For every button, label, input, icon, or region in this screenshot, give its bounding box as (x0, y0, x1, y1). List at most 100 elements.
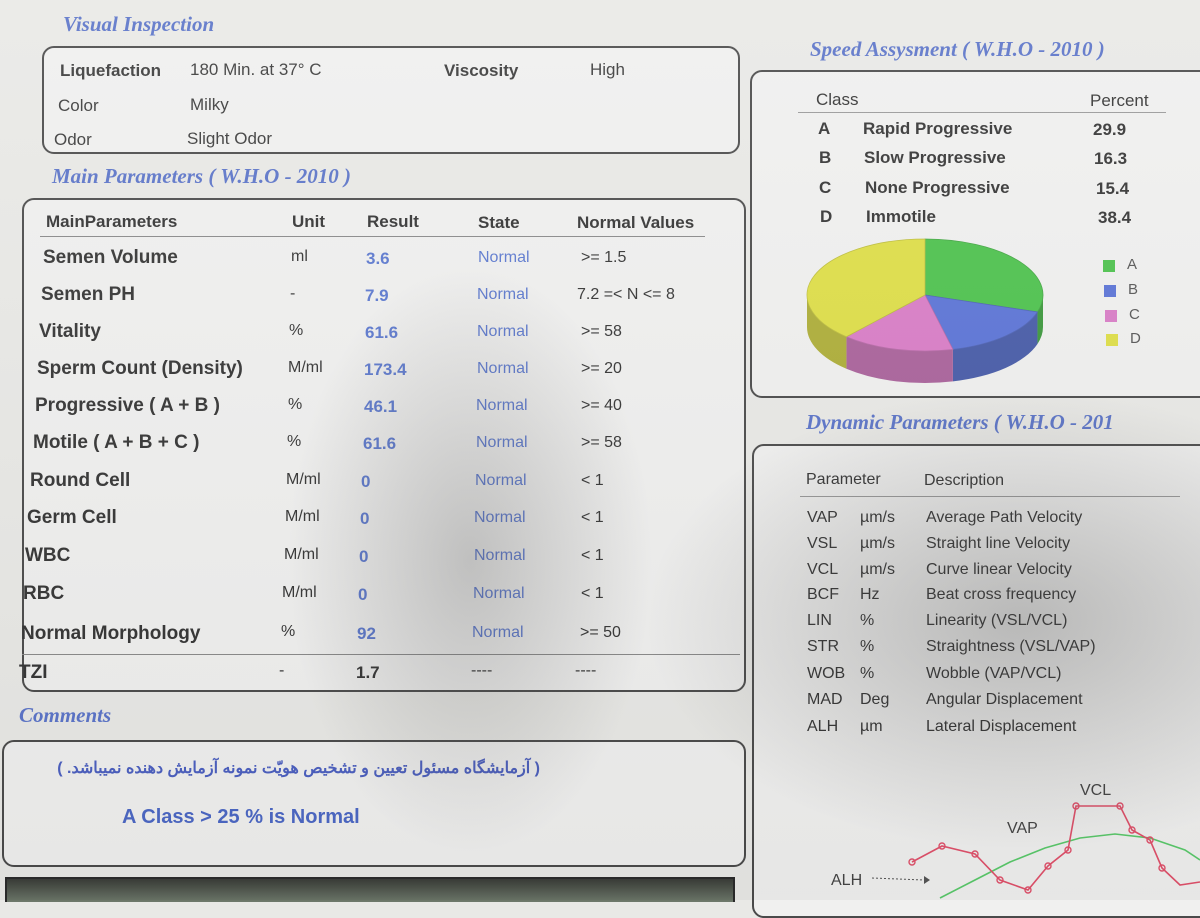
visual-inspection-title: Visual Inspection (63, 12, 215, 36)
speed-header-divider (798, 112, 1166, 113)
row-unit: - (279, 662, 285, 679)
row-normal: >= 1.5 (581, 249, 627, 266)
row-state: Normal (477, 360, 529, 377)
header-divider (40, 236, 705, 237)
row-name: WBC (25, 545, 71, 566)
dynamic-parameters-box (752, 444, 1200, 918)
row-unit: ml (291, 248, 308, 265)
dyn-unit: % (860, 612, 875, 629)
row-result: 3.6 (366, 249, 390, 268)
row-unit: M/ml (286, 471, 321, 488)
speed-name: Rapid Progressive (863, 119, 1013, 138)
legend-swatch-d (1106, 334, 1118, 346)
main-parameters-title: Main Parameters ( W.H.O - 2010 ) (52, 164, 352, 188)
speed-class: C (819, 178, 832, 197)
row-state: Normal (477, 286, 529, 303)
comments-box (2, 740, 746, 867)
row-name: RBC (23, 583, 65, 604)
dyn-abbr: ALH (807, 718, 839, 735)
desc-header: Description (924, 472, 1005, 489)
row-state: ---- (471, 662, 493, 679)
row-name: Sperm Count (Density) (37, 358, 243, 379)
dyn-abbr: STR (807, 638, 839, 655)
pie-slice-b (924, 294, 1039, 350)
class-header: Class (816, 90, 859, 109)
header-main-parameters: MainParameters (46, 212, 178, 231)
alh-arrow-head (924, 876, 930, 884)
header-unit: Unit (292, 212, 326, 231)
comments-note: A Class > 25 % is Normal (122, 806, 360, 828)
row-name: Normal Morphology (21, 623, 201, 644)
speed-percent: 29.9 (1093, 120, 1127, 139)
dyn-desc: Wobble (VAP/VCL) (926, 665, 1062, 682)
speed-percent: 16.3 (1094, 149, 1128, 168)
dyn-unit: µm/s (860, 561, 895, 578)
odor-label: Odor (54, 130, 92, 149)
pie-side-d (807, 295, 847, 369)
speed-name: None Progressive (865, 178, 1010, 197)
row-result: 0 (361, 472, 371, 491)
header-result: Result (367, 212, 419, 231)
row-state: Normal (475, 472, 527, 489)
row-unit: % (288, 396, 303, 413)
row-normal: >= 50 (580, 624, 621, 641)
row-name: Round Cell (30, 470, 131, 491)
legend-label: D (1130, 330, 1141, 347)
dyn-abbr: LIN (807, 612, 832, 629)
dyn-unit: µm/s (860, 509, 895, 526)
dyn-abbr: VSL (807, 535, 838, 552)
row-state: Normal (476, 434, 528, 451)
dyn-desc: Linearity (VSL/VCL) (926, 612, 1068, 629)
param-header: Parameter (806, 471, 881, 488)
liquefaction-label: Liquefaction (60, 61, 162, 80)
dyn-unit: µm (860, 718, 883, 735)
row-name: Progressive ( A + B ) (35, 395, 220, 416)
speed-name: Immotile (866, 207, 936, 226)
row-unit: M/ml (285, 508, 320, 525)
row-state: Normal (476, 397, 528, 414)
vcl-path (911, 805, 1200, 891)
dyn-desc: Straight line Velocity (926, 535, 1071, 552)
comments-persian-note: ( آزمایشگاه مسئول تعیین و تشخیص هویّت نم… (57, 760, 540, 777)
speed-assessment-title: Speed Assysment ( W.H.O - 2010 ) (810, 37, 1105, 61)
dyn-desc: Average Path Velocity (926, 509, 1083, 526)
dyn-abbr: WOB (807, 665, 846, 682)
row-result: 46.1 (364, 397, 398, 416)
row-normal: >= 58 (581, 434, 622, 451)
dyn-unit: % (860, 665, 875, 682)
dyn-desc: Angular Displacement (926, 691, 1083, 708)
dynamic-header-divider (800, 496, 1180, 497)
row-name: Germ Cell (27, 507, 117, 528)
row-result: 92 (357, 624, 376, 643)
sample-image-strip (5, 877, 735, 902)
dyn-desc: Curve linear Velocity (926, 561, 1072, 578)
dyn-desc: Straightness (VSL/VAP) (926, 638, 1096, 655)
percent-header: Percent (1090, 91, 1149, 110)
row-name: TZI (19, 662, 48, 683)
row-state: Normal (474, 509, 526, 526)
alh-label: ALH (831, 872, 862, 889)
row-normal: < 1 (581, 472, 604, 489)
vap-curve (939, 833, 1200, 899)
liquefaction-value: 180 Min. at 37° C (190, 60, 322, 79)
dyn-desc: Beat cross frequency (926, 586, 1077, 603)
row-result: 0 (359, 547, 369, 566)
pie-side-c (846, 336, 953, 383)
row-result: 61.6 (363, 434, 397, 453)
color-value: Milky (190, 95, 229, 114)
row-result: 173.4 (364, 360, 407, 379)
viscosity-label: Viscosity (444, 61, 519, 80)
color-label: Color (58, 96, 99, 115)
speed-class: D (820, 207, 833, 226)
dyn-unit: Hz (860, 586, 880, 603)
dyn-unit: Deg (860, 691, 890, 708)
row-unit: M/ml (284, 546, 319, 563)
row-normal: >= 58 (581, 323, 622, 340)
pie-side-a (1037, 295, 1043, 344)
row-unit: M/ml (282, 584, 317, 601)
legend-label: C (1129, 306, 1140, 323)
dyn-desc: Lateral Displacement (926, 718, 1077, 735)
legend-swatch-c (1105, 310, 1117, 322)
legend-swatch-a (1103, 260, 1115, 272)
row-normal: ---- (575, 662, 597, 679)
